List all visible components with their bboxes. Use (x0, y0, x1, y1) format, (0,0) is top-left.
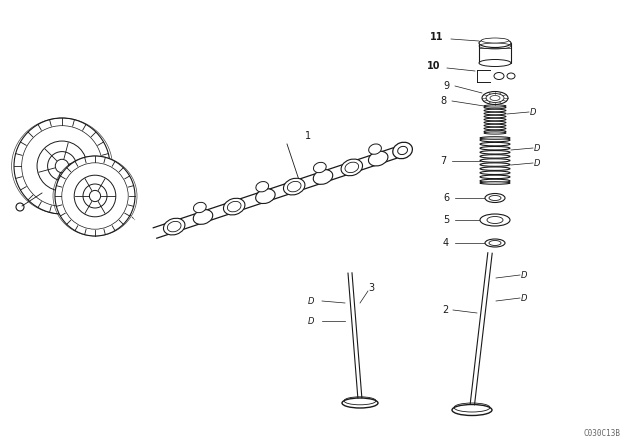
Ellipse shape (193, 210, 212, 224)
Ellipse shape (484, 118, 506, 121)
Text: D: D (534, 143, 541, 152)
Ellipse shape (255, 189, 275, 203)
Ellipse shape (484, 109, 506, 112)
Text: C030C13B: C030C13B (583, 429, 620, 438)
Text: D: D (308, 297, 314, 306)
Text: 11: 11 (430, 32, 444, 42)
Ellipse shape (480, 167, 510, 170)
Text: 2: 2 (442, 305, 448, 315)
Ellipse shape (397, 146, 408, 155)
Ellipse shape (480, 151, 510, 154)
Ellipse shape (484, 115, 506, 118)
Ellipse shape (480, 179, 510, 183)
Ellipse shape (484, 112, 506, 115)
Text: D: D (530, 108, 536, 116)
Ellipse shape (480, 142, 510, 146)
Ellipse shape (484, 121, 506, 124)
Text: 3: 3 (368, 283, 374, 293)
Ellipse shape (485, 239, 505, 247)
Ellipse shape (484, 106, 506, 109)
Ellipse shape (480, 159, 510, 162)
Ellipse shape (342, 398, 378, 408)
Ellipse shape (452, 405, 492, 415)
Ellipse shape (480, 155, 510, 158)
Ellipse shape (484, 124, 506, 127)
Ellipse shape (314, 162, 326, 172)
Text: 7: 7 (440, 155, 446, 165)
Bar (479, 43, 511, 63)
Text: D: D (308, 316, 314, 326)
Ellipse shape (479, 60, 511, 66)
Ellipse shape (485, 194, 505, 202)
Text: 6: 6 (443, 193, 449, 203)
Text: 10: 10 (427, 61, 440, 71)
Ellipse shape (341, 159, 362, 176)
Ellipse shape (393, 142, 412, 159)
Text: D: D (521, 271, 527, 280)
Ellipse shape (480, 138, 510, 142)
Ellipse shape (284, 178, 305, 195)
Ellipse shape (481, 38, 509, 43)
Ellipse shape (313, 170, 333, 185)
Ellipse shape (223, 198, 245, 215)
Text: 9: 9 (443, 81, 449, 91)
Ellipse shape (484, 132, 506, 134)
Ellipse shape (480, 214, 510, 226)
Text: 1: 1 (305, 131, 311, 141)
Ellipse shape (287, 181, 301, 192)
Ellipse shape (494, 73, 504, 79)
Ellipse shape (484, 105, 506, 107)
Text: 8: 8 (440, 96, 446, 106)
Text: 4: 4 (443, 238, 449, 248)
Circle shape (55, 156, 135, 236)
Ellipse shape (480, 146, 510, 150)
Ellipse shape (482, 91, 508, 104)
Ellipse shape (168, 221, 181, 232)
Ellipse shape (484, 127, 506, 130)
Ellipse shape (227, 201, 241, 212)
Ellipse shape (480, 171, 510, 175)
Text: D: D (521, 293, 527, 302)
Ellipse shape (345, 162, 358, 172)
Ellipse shape (480, 137, 510, 139)
Ellipse shape (480, 175, 510, 179)
Ellipse shape (479, 39, 511, 47)
Ellipse shape (193, 202, 206, 213)
Ellipse shape (480, 182, 510, 184)
Ellipse shape (507, 73, 515, 79)
Ellipse shape (484, 130, 506, 133)
Ellipse shape (369, 144, 381, 154)
Text: D: D (534, 159, 541, 168)
Ellipse shape (480, 163, 510, 166)
Ellipse shape (369, 151, 388, 166)
Ellipse shape (163, 218, 185, 235)
Ellipse shape (256, 181, 269, 192)
Text: 5: 5 (443, 215, 449, 225)
